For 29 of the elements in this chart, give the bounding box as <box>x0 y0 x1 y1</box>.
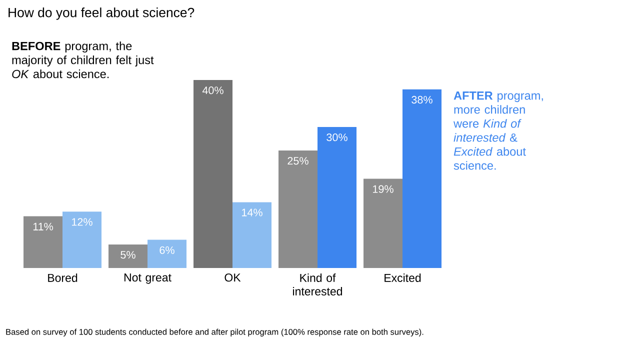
x-tick-label: Not great <box>124 274 172 284</box>
bar <box>278 150 318 268</box>
data-label: 19% <box>373 185 394 193</box>
x-tick-label: Kind of interested <box>293 274 342 296</box>
bar <box>148 240 187 268</box>
data-label: 11% <box>33 222 54 230</box>
data-label: 40% <box>202 86 224 94</box>
data-label: 12% <box>72 218 92 226</box>
text: Based on survey of 100 students conducted before and after pilot program (100% response rate on both surveys). <box>6 328 424 336</box>
bar <box>232 202 272 268</box>
data-label: 5% <box>120 251 136 259</box>
bar <box>318 127 357 268</box>
bar <box>108 244 148 268</box>
bar <box>62 212 102 268</box>
x-tick-label: OK <box>224 274 241 282</box>
data-label: 25% <box>288 157 308 165</box>
data-label: 6% <box>160 246 174 254</box>
chart-title: How do you feel about science? <box>8 8 194 20</box>
bar <box>364 178 403 268</box>
bar <box>194 80 233 268</box>
text: AFTER program, more children were Kind of interested & Excited about science. <box>454 92 543 170</box>
data-label: 30% <box>326 134 348 142</box>
bar <box>402 89 442 268</box>
bar <box>24 216 63 268</box>
x-tick-label: Excited <box>384 274 421 282</box>
data-label: 38% <box>412 96 432 104</box>
data-label: 14% <box>242 208 262 216</box>
text: BEFORE program, the majority of children felt just OK about science. <box>12 42 154 78</box>
x-tick-label: Bored <box>48 274 78 282</box>
